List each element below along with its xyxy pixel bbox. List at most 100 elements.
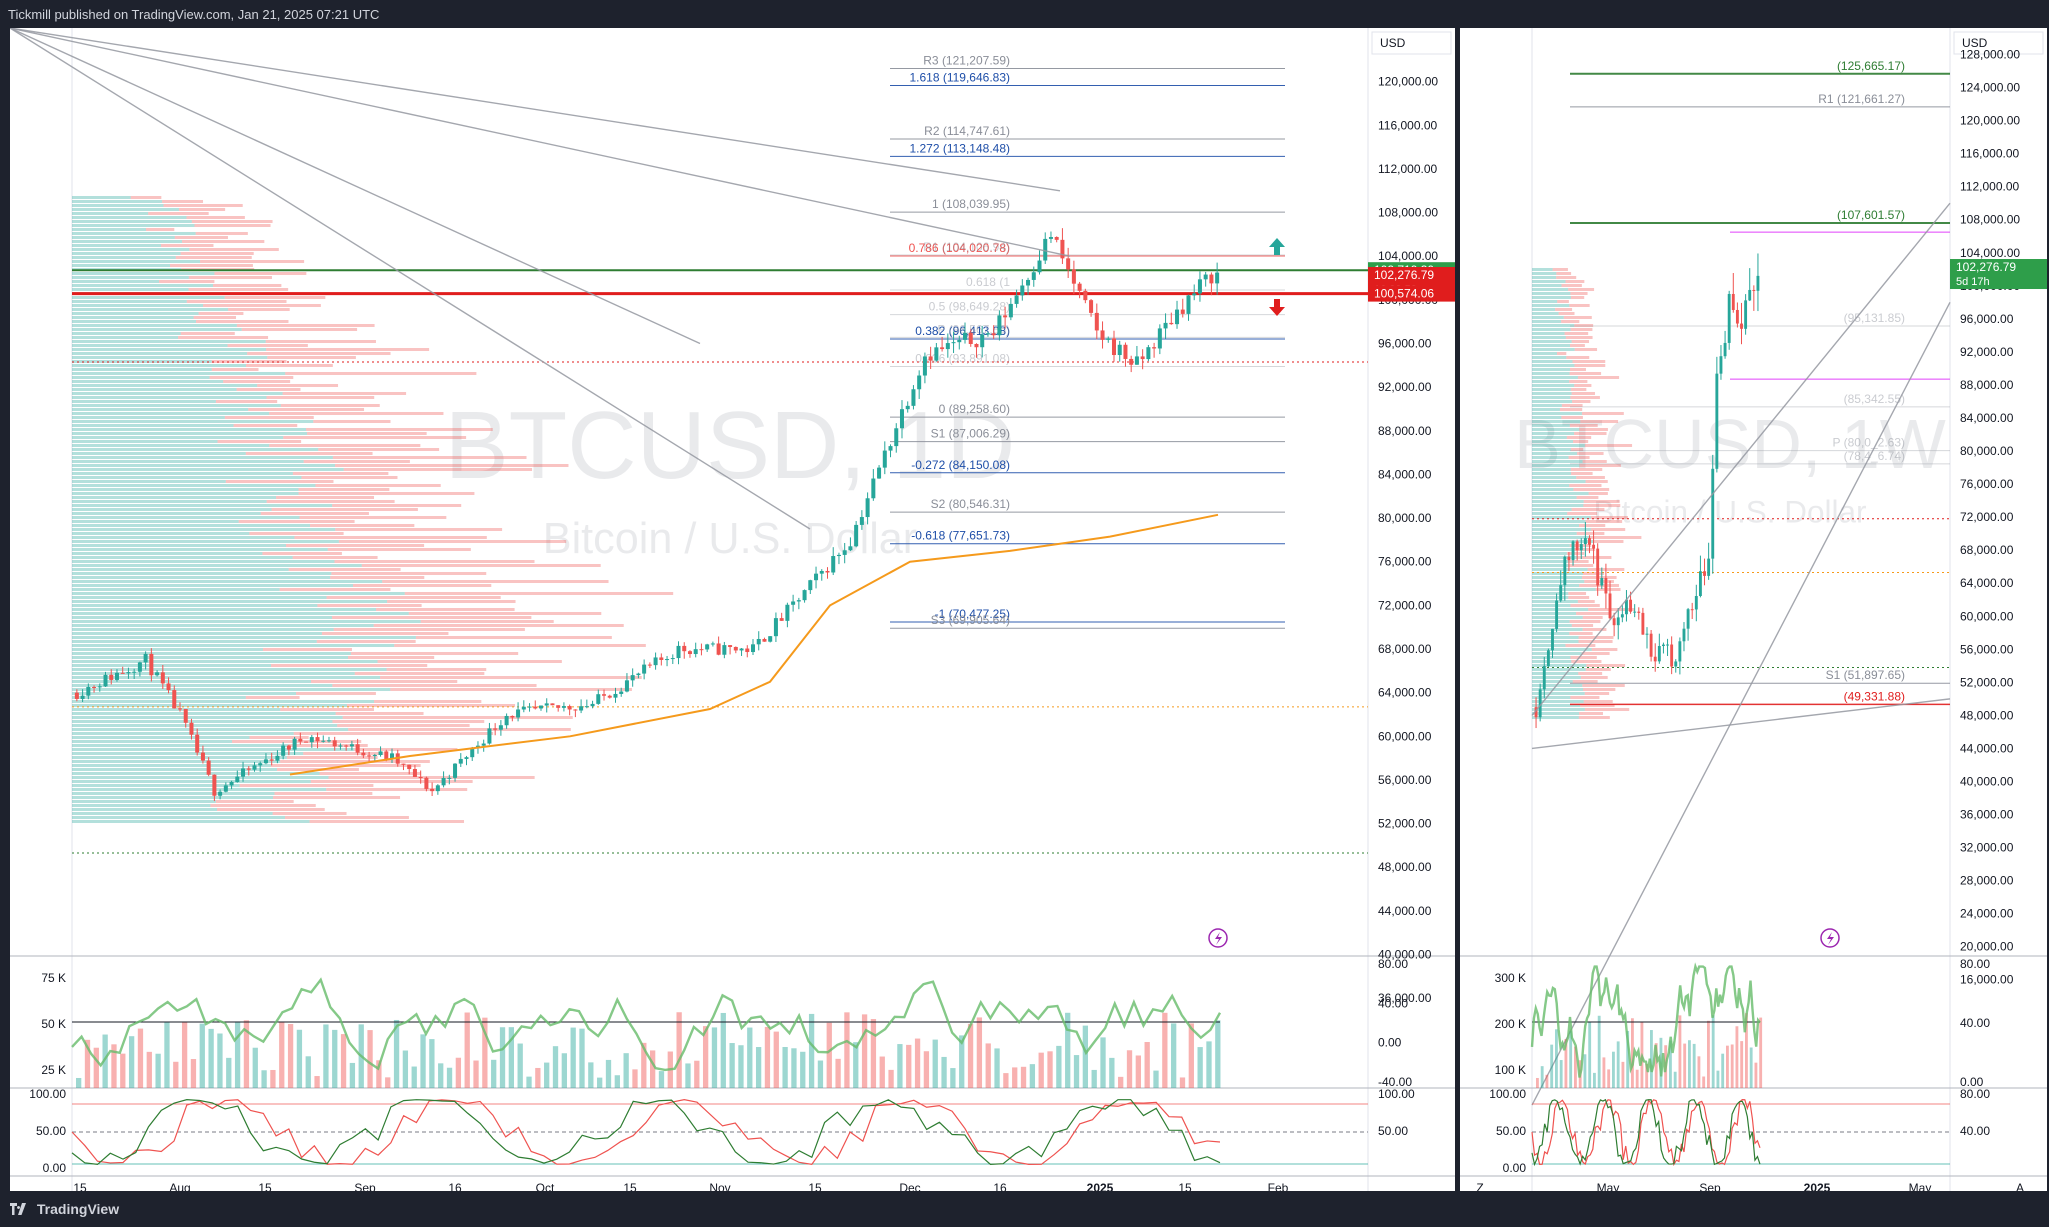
candle-body: [281, 745, 286, 756]
volume-profile-bar: [1532, 384, 1575, 387]
volume-profile-bar: [72, 528, 336, 531]
volume-bar: [367, 1030, 373, 1088]
volume-profile-bar: [72, 676, 381, 679]
volume-profile-bar: [72, 564, 362, 567]
volume-profile-bar: [265, 340, 376, 343]
candle-body: [556, 705, 561, 708]
volume-profile-bar: [1591, 648, 1618, 651]
volume-profile-bar: [311, 680, 458, 683]
price-badge-label: 102,276.79: [1374, 268, 1434, 282]
candle-body: [172, 690, 177, 709]
price-tick-label: 88,000.00: [1378, 424, 1432, 438]
volume-profile-bar: [1561, 320, 1580, 323]
volume-profile-bar: [1577, 376, 1620, 379]
rsi-tick-label: 0.00: [1378, 1036, 1402, 1050]
tradingview-brand-text: TradingView: [36, 1201, 120, 1217]
volume-profile-bar: [72, 356, 268, 359]
volume-bar: [552, 1046, 559, 1088]
volume-profile-bar: [1577, 600, 1595, 603]
volume-profile-bar: [72, 484, 316, 487]
rsi-tick-label: 40.00: [1960, 1016, 1990, 1030]
candle-body: [1678, 641, 1682, 662]
volume-profile-bar: [1532, 664, 1587, 667]
volume-profile-bar: [72, 600, 388, 603]
candle-body: [1690, 609, 1694, 611]
volume-profile-bar: [1552, 268, 1568, 271]
volume-profile-bar: [178, 336, 269, 339]
tradingview-logo[interactable]: TradingView: [10, 1201, 119, 1217]
candle-body: [934, 347, 939, 361]
volume-profile-bar: [1532, 412, 1582, 415]
volume-profile-bar: [72, 692, 297, 695]
candle-body: [235, 776, 240, 782]
candle-body: [132, 671, 137, 673]
volume-profile-bar: [1569, 380, 1588, 383]
volume-profile-bar: [1532, 688, 1584, 691]
volume-bar: [1593, 1072, 1596, 1088]
volume-bar: [941, 1056, 947, 1088]
volume-bar: [517, 1043, 523, 1088]
volume-profile-bar: [72, 280, 160, 283]
daily-chart-panel[interactable]: USD BTCUSD, 1D Bitcoin / U.S. Dollar 120,00…: [10, 28, 1455, 1191]
volume-bar: [1118, 1076, 1124, 1088]
footer: TradingView: [0, 1192, 2049, 1227]
candle-body: [1666, 644, 1669, 646]
volume-bar: [650, 1050, 656, 1088]
level-label: (107,601.57): [1837, 208, 1905, 222]
volume-bar: [1707, 1020, 1710, 1088]
volume-profile-bar: [303, 460, 410, 463]
candle-body: [298, 738, 303, 742]
volume-profile-bar: [232, 740, 362, 743]
price-tick-label: 80,000.00: [1960, 444, 2014, 458]
candle-body: [710, 643, 715, 645]
price-tick-label: 108,000.00: [1378, 206, 1438, 220]
candle-body: [1538, 689, 1542, 718]
volume-profile-bar: [1576, 612, 1612, 615]
volume-bar: [1754, 1062, 1758, 1088]
candle-body: [968, 332, 973, 344]
volume-profile-bar: [72, 568, 289, 571]
candle-body: [246, 768, 251, 770]
volume-profile-bar: [1532, 272, 1557, 275]
price-tick-label: 96,000.00: [1378, 337, 1432, 351]
volume-bar: [1540, 1066, 1544, 1088]
volume-profile-bar: [286, 756, 378, 759]
volume-profile-bar: [1532, 440, 1574, 443]
volume-bar: [332, 1029, 338, 1088]
volume-profile-bar: [1532, 284, 1562, 287]
candle-body: [344, 745, 349, 747]
level-label: (78,4_6.74): [1844, 449, 1905, 463]
price-badge-countdown: 5d 17h: [1956, 276, 1990, 288]
volume-bar: [800, 1051, 806, 1088]
price-tick-label: 84,000.00: [1960, 411, 2014, 425]
volume-tick-label: 25 K: [41, 1063, 66, 1077]
volume-bar: [243, 1020, 250, 1088]
volume-profile-bar: [233, 424, 298, 427]
price-badge: [1950, 259, 2047, 290]
candle-body: [602, 694, 607, 696]
volume-bar: [1091, 1069, 1097, 1088]
volume-profile-bar: [1532, 508, 1572, 511]
rsi-tick-label: 80.00: [1378, 957, 1408, 971]
candle-body: [653, 657, 658, 666]
volume-profile-bar: [1532, 488, 1574, 491]
volume-bar: [570, 1027, 576, 1088]
currency-label: USD: [1380, 36, 1406, 50]
volume-profile-bar: [72, 320, 197, 323]
price-tick-label: 68,000.00: [1960, 543, 2014, 557]
candle-body: [1637, 611, 1641, 613]
candle-body: [1163, 322, 1168, 329]
volume-profile-bar: [1581, 652, 1610, 655]
volume-profile-bar: [1588, 492, 1608, 495]
weekly-chart-panel[interactable]: USD BTCUSD, 1W Bitcoin / U.S. Dollar 128,00…: [1460, 28, 2047, 1191]
candle-body: [92, 686, 97, 688]
volume-profile-bar: [1568, 456, 1590, 459]
volume-profile-bar: [180, 252, 254, 255]
volume-profile-bar: [1532, 380, 1570, 383]
candle-body: [1215, 272, 1220, 284]
volume-profile-bar: [334, 560, 535, 563]
volume-profile-bar: [72, 224, 195, 227]
time-tick-label: 15: [623, 1181, 637, 1191]
candle-body: [779, 618, 784, 621]
volume-profile-bar: [328, 776, 535, 779]
